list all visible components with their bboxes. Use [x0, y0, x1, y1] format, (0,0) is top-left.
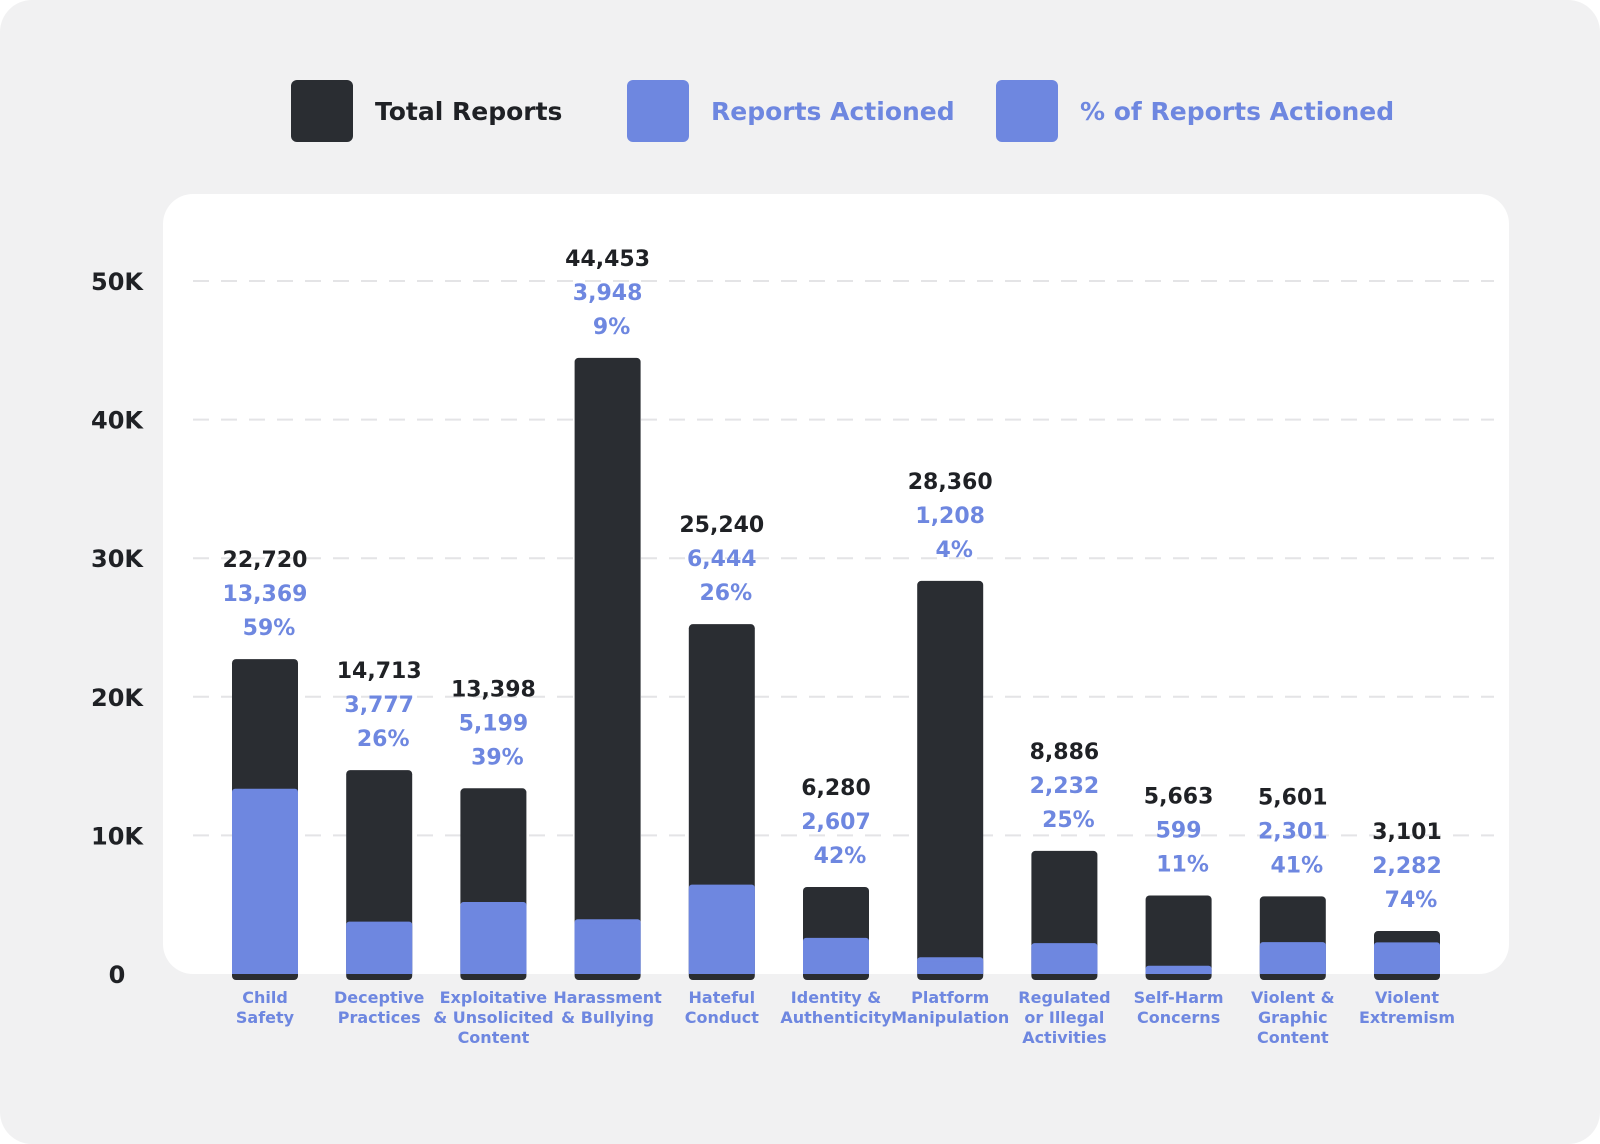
x-tick-label-line: Manipulation — [891, 1008, 1009, 1027]
legend-swatch-total — [291, 80, 353, 142]
x-tick-label: Exploitative & Unsolicited Content — [433, 988, 553, 1047]
data-label-total: 22,720 — [223, 548, 308, 573]
data-label-percent: 9% — [593, 315, 630, 340]
data-label-total: 8,886 — [1030, 740, 1100, 765]
x-tick-label-line: Authenticity — [780, 1008, 892, 1027]
bar-reports-actioned-fill — [1031, 947, 1098, 974]
data-label-total: 14,713 — [337, 659, 422, 684]
legend-label-actioned: Reports Actioned — [711, 96, 955, 126]
x-tick-label: Deceptive Practices — [334, 988, 424, 1027]
x-tick-label-line: Harassment — [553, 988, 662, 1007]
y-tick-label: 50K — [91, 268, 144, 296]
legend-swatch-percent — [996, 80, 1058, 142]
x-tick-label-line: & Bullying — [561, 1008, 654, 1027]
x-tick-label-line: Safety — [236, 1008, 295, 1027]
bar-reports-actioned-fill — [232, 792, 298, 974]
y-tick-label: 20K — [91, 684, 144, 712]
x-tick-label-line: Content — [458, 1028, 530, 1047]
x-tick-label-line: Content — [1257, 1028, 1329, 1047]
x-tick-label: Regulated or Illegal Activities — [1018, 988, 1110, 1047]
data-label-actioned: 2,607 — [801, 810, 871, 835]
x-tick-label-line: Violent — [1375, 988, 1439, 1007]
x-tick-label-line: & Unsolicited — [433, 1008, 553, 1027]
bar-total-reports — [1145, 895, 1212, 980]
x-tick-label-line: Concerns — [1137, 1008, 1220, 1027]
x-tick-label-line: Regulated — [1018, 988, 1110, 1007]
legend-total-reports: Total Reports — [291, 80, 562, 142]
y-tick-label: 40K — [91, 407, 144, 435]
bar-reports-actioned-fill — [1145, 969, 1212, 974]
x-tick-label: Identity & Authenticity — [780, 988, 892, 1027]
data-label-total: 28,360 — [908, 470, 993, 495]
x-tick-label-line: or Illegal — [1024, 1008, 1104, 1027]
data-label-actioned: 6,444 — [687, 547, 757, 572]
x-tick-label-line: Deceptive — [334, 988, 424, 1007]
data-label-total: 3,101 — [1372, 820, 1442, 845]
bar-total-reports — [574, 357, 641, 980]
data-label-percent: 42% — [814, 844, 867, 869]
data-label-percent: 39% — [471, 745, 524, 770]
x-tick-label-line: Identity & — [791, 988, 881, 1007]
data-label-total: 6,280 — [801, 776, 871, 801]
x-tick-label-line: Child — [242, 988, 288, 1007]
data-label-actioned: 2,301 — [1258, 819, 1328, 844]
data-label-total: 5,601 — [1258, 785, 1328, 810]
x-tick-label-line: Graphic — [1258, 1008, 1328, 1027]
data-label-total: 13,398 — [451, 677, 536, 702]
x-tick-label-line: Self-Harm — [1134, 988, 1224, 1007]
data-label-actioned: 3,948 — [573, 281, 643, 306]
data-label-actioned: 13,369 — [223, 582, 308, 607]
data-label-percent: 11% — [1156, 853, 1209, 878]
bar-reports-actioned-fill — [803, 941, 869, 974]
x-tick-label-line: Hateful — [689, 988, 756, 1007]
data-label-total: 5,663 — [1144, 785, 1214, 810]
data-label-actioned: 1,208 — [915, 504, 985, 529]
data-label-percent: 41% — [1270, 853, 1323, 878]
bar-reports-actioned-fill — [688, 888, 755, 974]
data-label-actioned: 5,199 — [459, 711, 529, 736]
bar-reports-actioned-fill — [917, 961, 984, 974]
x-tick-label-line: Conduct — [685, 1008, 759, 1027]
data-label-percent: 74% — [1385, 888, 1438, 913]
data-label-percent: 59% — [243, 616, 296, 641]
x-tick-label-line: Exploitative — [440, 988, 548, 1007]
x-tick-label-line: Extremism — [1359, 1008, 1455, 1027]
bar-reports-actioned-fill — [574, 923, 641, 974]
data-label-actioned: 2,282 — [1372, 854, 1442, 879]
data-label-total: 25,240 — [679, 513, 764, 538]
x-tick-label-line: Activities — [1022, 1028, 1106, 1047]
x-tick-label: Child Safety — [236, 988, 295, 1027]
y-tick-label: 0 — [109, 961, 126, 989]
data-label-actioned: 3,777 — [344, 693, 414, 718]
legend-percent-actioned: % of Reports Actioned — [996, 80, 1394, 142]
bar-reports-actioned-fill — [346, 925, 413, 974]
x-tick-label-line: Platform — [911, 988, 989, 1007]
legend-reports-actioned: Reports Actioned — [627, 80, 955, 142]
bar-reports-actioned-fill — [1374, 946, 1440, 974]
legend-label-percent: % of Reports Actioned — [1080, 96, 1395, 126]
data-label-percent: 26% — [699, 581, 752, 606]
data-label-actioned: 2,232 — [1030, 774, 1100, 799]
y-tick-label: 10K — [91, 822, 144, 850]
x-tick-label-line: Violent & — [1251, 988, 1335, 1007]
bar-total-reports — [917, 580, 984, 980]
x-tick-label: Violent Extremism — [1359, 988, 1455, 1027]
legend-swatch-actioned — [627, 80, 689, 142]
x-tick-label: Self-Harm Concerns — [1134, 988, 1224, 1027]
data-label-percent: 25% — [1042, 808, 1095, 833]
x-tick-label-line: Practices — [338, 1008, 421, 1027]
x-tick-label: Harassment & Bullying — [553, 988, 662, 1027]
data-label-actioned: 599 — [1156, 819, 1202, 844]
x-tick-label: Violent & Graphic Content — [1251, 988, 1335, 1047]
legend-label-total: Total Reports — [375, 96, 563, 126]
bar-reports-actioned-fill — [1259, 946, 1326, 974]
bar-reports-actioned-fill — [460, 905, 527, 974]
x-tick-label: Hateful Conduct — [685, 988, 759, 1027]
x-tick-label: Platform Manipulation — [891, 988, 1009, 1027]
y-tick-label: 30K — [91, 545, 144, 573]
data-label-percent: 4% — [936, 538, 973, 563]
data-label-percent: 26% — [357, 727, 410, 752]
data-label-total: 44,453 — [565, 247, 650, 272]
